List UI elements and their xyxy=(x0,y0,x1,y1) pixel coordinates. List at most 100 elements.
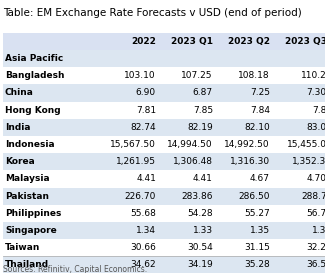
Text: 34.62: 34.62 xyxy=(130,260,156,269)
Text: 283.86: 283.86 xyxy=(181,192,213,201)
Text: 83.0: 83.0 xyxy=(306,123,325,132)
FancyBboxPatch shape xyxy=(101,33,158,50)
Text: 6.87: 6.87 xyxy=(193,88,213,97)
FancyBboxPatch shape xyxy=(3,205,101,222)
Text: China: China xyxy=(5,88,34,97)
FancyBboxPatch shape xyxy=(214,188,271,205)
FancyBboxPatch shape xyxy=(214,153,271,170)
FancyBboxPatch shape xyxy=(3,84,101,102)
Text: Asia Pacific: Asia Pacific xyxy=(5,54,63,63)
FancyBboxPatch shape xyxy=(3,256,101,273)
FancyBboxPatch shape xyxy=(214,205,271,222)
Text: 4.70: 4.70 xyxy=(306,174,325,183)
FancyBboxPatch shape xyxy=(214,84,271,102)
Text: Pakistan: Pakistan xyxy=(5,192,49,201)
Text: 2023 Q2: 2023 Q2 xyxy=(228,37,270,46)
Text: 1,316.30: 1,316.30 xyxy=(230,157,270,166)
Text: 55.27: 55.27 xyxy=(244,209,270,218)
Text: 54.28: 54.28 xyxy=(187,209,213,218)
FancyBboxPatch shape xyxy=(158,153,214,170)
Text: 226.70: 226.70 xyxy=(124,192,156,201)
Text: 1,261.95: 1,261.95 xyxy=(116,157,156,166)
Text: 7.25: 7.25 xyxy=(250,88,270,97)
FancyBboxPatch shape xyxy=(158,170,214,188)
FancyBboxPatch shape xyxy=(3,136,101,153)
FancyBboxPatch shape xyxy=(214,222,271,239)
FancyBboxPatch shape xyxy=(214,102,271,119)
Text: India: India xyxy=(5,123,30,132)
FancyBboxPatch shape xyxy=(101,102,158,119)
Text: 288.7: 288.7 xyxy=(301,192,325,201)
Text: 30.54: 30.54 xyxy=(187,243,213,252)
FancyBboxPatch shape xyxy=(101,136,158,153)
Text: 1.3: 1.3 xyxy=(312,226,325,235)
FancyBboxPatch shape xyxy=(158,84,214,102)
FancyBboxPatch shape xyxy=(158,67,214,84)
Text: 15,455.0: 15,455.0 xyxy=(287,140,325,149)
Text: 1.34: 1.34 xyxy=(136,226,156,235)
Text: 1.35: 1.35 xyxy=(250,226,270,235)
Text: Taiwan: Taiwan xyxy=(5,243,40,252)
Text: Sources: Refinitiv, Capital Economics.: Sources: Refinitiv, Capital Economics. xyxy=(3,265,147,273)
FancyBboxPatch shape xyxy=(214,67,271,84)
Text: Thailand: Thailand xyxy=(5,260,49,269)
FancyBboxPatch shape xyxy=(214,256,271,273)
FancyBboxPatch shape xyxy=(214,33,271,50)
Text: 6.90: 6.90 xyxy=(136,88,156,97)
FancyBboxPatch shape xyxy=(101,256,158,273)
Text: 7.8: 7.8 xyxy=(312,106,325,115)
FancyBboxPatch shape xyxy=(158,188,214,205)
Text: 1,306.48: 1,306.48 xyxy=(173,157,213,166)
FancyBboxPatch shape xyxy=(158,222,214,239)
FancyBboxPatch shape xyxy=(158,136,214,153)
Text: 31.15: 31.15 xyxy=(244,243,270,252)
FancyBboxPatch shape xyxy=(3,50,325,67)
FancyBboxPatch shape xyxy=(271,33,325,50)
Text: 1.33: 1.33 xyxy=(193,226,213,235)
FancyBboxPatch shape xyxy=(271,256,325,273)
FancyBboxPatch shape xyxy=(214,239,271,256)
Text: Indonesia: Indonesia xyxy=(5,140,55,149)
Text: 7.81: 7.81 xyxy=(136,106,156,115)
Text: Singapore: Singapore xyxy=(5,226,57,235)
FancyBboxPatch shape xyxy=(271,136,325,153)
Text: 7.84: 7.84 xyxy=(250,106,270,115)
Text: 30.66: 30.66 xyxy=(130,243,156,252)
Text: 82.19: 82.19 xyxy=(187,123,213,132)
Text: 34.19: 34.19 xyxy=(187,260,213,269)
Text: 7.30: 7.30 xyxy=(306,88,325,97)
Text: 55.68: 55.68 xyxy=(130,209,156,218)
Text: 286.50: 286.50 xyxy=(238,192,270,201)
FancyBboxPatch shape xyxy=(214,119,271,136)
FancyBboxPatch shape xyxy=(101,222,158,239)
Text: 107.25: 107.25 xyxy=(181,71,213,80)
FancyBboxPatch shape xyxy=(271,102,325,119)
FancyBboxPatch shape xyxy=(158,102,214,119)
Text: 2023 Q3: 2023 Q3 xyxy=(285,37,325,46)
FancyBboxPatch shape xyxy=(271,153,325,170)
Text: 7.85: 7.85 xyxy=(193,106,213,115)
Text: Malaysia: Malaysia xyxy=(5,174,49,183)
FancyBboxPatch shape xyxy=(271,205,325,222)
Text: 32.2: 32.2 xyxy=(307,243,325,252)
Text: 2023 Q1: 2023 Q1 xyxy=(171,37,213,46)
FancyBboxPatch shape xyxy=(101,119,158,136)
Text: Korea: Korea xyxy=(5,157,35,166)
Text: 2022: 2022 xyxy=(131,37,156,46)
FancyBboxPatch shape xyxy=(3,222,101,239)
FancyBboxPatch shape xyxy=(158,256,214,273)
FancyBboxPatch shape xyxy=(3,119,101,136)
FancyBboxPatch shape xyxy=(3,33,101,50)
Text: 82.74: 82.74 xyxy=(130,123,156,132)
Text: Table: EM Exchange Rate Forecasts v USD (end of period): Table: EM Exchange Rate Forecasts v USD … xyxy=(3,8,302,18)
FancyBboxPatch shape xyxy=(158,239,214,256)
Text: 108.18: 108.18 xyxy=(238,71,270,80)
Text: 4.67: 4.67 xyxy=(250,174,270,183)
Text: Bangladesh: Bangladesh xyxy=(5,71,64,80)
Text: 82.10: 82.10 xyxy=(244,123,270,132)
Text: 36.5: 36.5 xyxy=(306,260,325,269)
Text: 110.2: 110.2 xyxy=(301,71,325,80)
Text: 56.7: 56.7 xyxy=(306,209,325,218)
FancyBboxPatch shape xyxy=(158,119,214,136)
Text: 1,352.3: 1,352.3 xyxy=(292,157,325,166)
